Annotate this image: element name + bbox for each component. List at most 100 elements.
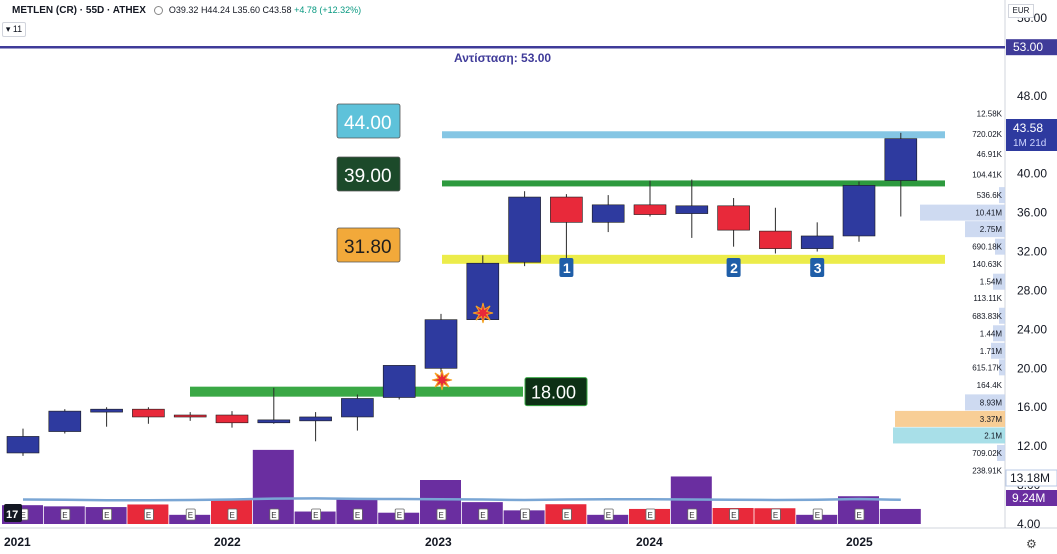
change-value: +4.78 (+12.32%) — [294, 5, 362, 15]
volume-profile-label: 8.93M — [980, 398, 1003, 407]
volume-profile-label: 683.83K — [972, 312, 1002, 321]
close-value: C43.58 — [262, 5, 292, 15]
currency-label[interactable]: EUR — [1008, 4, 1034, 18]
earnings-e-label: E — [815, 511, 820, 520]
x-tick-label: 2022 — [214, 535, 241, 549]
volume-profile-label: 113.11K — [973, 294, 1002, 303]
indicators-toggle-button[interactable]: ▾ 11 — [2, 22, 26, 37]
volume-profile-label: 12.58K — [977, 109, 1003, 118]
earnings-e-label: E — [397, 511, 402, 520]
volume-profile-label: 709.02K — [972, 449, 1002, 458]
earnings-e-icon — [603, 508, 614, 521]
y-tick-label: 28.00 — [1017, 283, 1047, 297]
level-box — [336, 103, 401, 139]
earnings-e-label: E — [480, 511, 485, 520]
volume-profile-label: 10.41M — [975, 209, 1002, 218]
volume-profile-label: 2.75M — [980, 225, 1003, 234]
bar-countdown-text: 1M 21d — [1013, 138, 1046, 149]
earnings-e-label: E — [104, 511, 109, 520]
tradingview-logo — [4, 504, 22, 522]
level-box — [336, 227, 401, 263]
volume-profile-bar — [993, 273, 1005, 290]
candle-body — [842, 185, 876, 237]
candle-body — [341, 398, 374, 418]
level-band — [442, 180, 945, 187]
volume-profile-bar — [920, 204, 1005, 221]
earnings-e-icon — [352, 508, 363, 521]
touch-marker — [810, 258, 825, 277]
earnings-e-icon — [436, 508, 447, 521]
earnings-e-label: E — [62, 511, 67, 520]
earnings-e-icon — [771, 508, 781, 521]
resistance-price-tag — [1006, 39, 1057, 56]
volume-tag-text: 9.24M — [1012, 491, 1045, 505]
high-value: H44.24 — [200, 5, 230, 15]
ohlc-readout: O39.32 H44.24 L35.60 C43.58 +4.78 (+12.3… — [169, 5, 361, 15]
volume-profile-label: 1.54M — [980, 278, 1003, 287]
touch-marker — [726, 258, 741, 277]
candle-body — [382, 365, 416, 398]
volume-bar — [879, 508, 921, 524]
volume-profile-label: 536.6K — [977, 191, 1003, 200]
volume-profile-bar — [965, 221, 1005, 238]
earnings-e-icon — [227, 508, 238, 521]
breakout-burst-icon — [472, 302, 494, 324]
y-tick-label: 40.00 — [1017, 167, 1047, 181]
symbol-title[interactable]: METLEN (CR) · 55D · ATHEX — [12, 4, 146, 16]
volume-profile-label: 1.44M — [980, 329, 1003, 338]
candle-body — [90, 408, 123, 413]
volume-ma-line — [22, 497, 901, 502]
touch-marker — [559, 258, 574, 277]
candle-body — [591, 204, 625, 223]
volume-profile-label: 238.91K — [972, 466, 1002, 475]
candle-body — [215, 414, 249, 424]
earnings-e-label: E — [689, 511, 694, 520]
volume-profile-bar — [997, 444, 1005, 461]
earnings-e-label: E — [313, 511, 318, 520]
volume-profile-label: 1.71M — [980, 347, 1003, 356]
level-box-text: 39.00 — [344, 166, 392, 187]
volume-profile-bar — [893, 427, 1005, 444]
earnings-e-icon — [394, 508, 405, 521]
earnings-e-label: E — [146, 511, 151, 520]
earnings-e-icon — [812, 508, 823, 521]
earnings-e-label: E — [230, 511, 235, 520]
earnings-e-label: E — [857, 511, 862, 520]
x-tick-label: 2023 — [425, 535, 452, 549]
y-tick-label: 24.00 — [1017, 322, 1047, 336]
level-box-text: 18.00 — [531, 383, 576, 403]
x-tick-label: 2024 — [636, 535, 663, 549]
resistance-label: Αντίσταση: 53.00 — [454, 51, 551, 65]
volume-profile-bar — [999, 359, 1005, 376]
earnings-e-label: E — [355, 511, 360, 520]
earnings-e-icon — [645, 508, 656, 521]
y-tick-label: 12.00 — [1017, 439, 1047, 453]
resistance-price-text: 53.00 — [1013, 40, 1043, 54]
x-tick-label: 2021 — [4, 535, 31, 549]
earnings-e-label: E — [773, 511, 778, 520]
earnings-e-icon — [729, 508, 739, 521]
earnings-e-icon — [143, 508, 154, 521]
support-band-18 — [190, 386, 523, 397]
candle-body — [6, 436, 40, 454]
y-tick-label: 48.00 — [1017, 89, 1047, 103]
earnings-e-label: E — [564, 511, 569, 520]
touch-marker-label: 3 — [814, 260, 822, 276]
candle-body — [299, 416, 332, 422]
volume-profile-label: 140.63K — [972, 260, 1002, 269]
candle-body — [257, 419, 291, 424]
level-box-18 — [524, 377, 588, 407]
open-value: O39.32 — [168, 5, 199, 15]
market-status-icon — [153, 5, 163, 15]
volume-profile-bar — [965, 394, 1005, 411]
level-band — [442, 131, 945, 139]
earnings-e-icon — [60, 508, 71, 521]
y-tick-label: 4.00 — [1017, 517, 1041, 531]
earnings-e-icon — [687, 508, 698, 521]
level-band — [442, 254, 945, 264]
settings-gear-icon[interactable]: ⚙ — [1026, 537, 1037, 551]
earnings-e-label: E — [606, 511, 611, 520]
volume-profile-bar — [999, 187, 1005, 204]
